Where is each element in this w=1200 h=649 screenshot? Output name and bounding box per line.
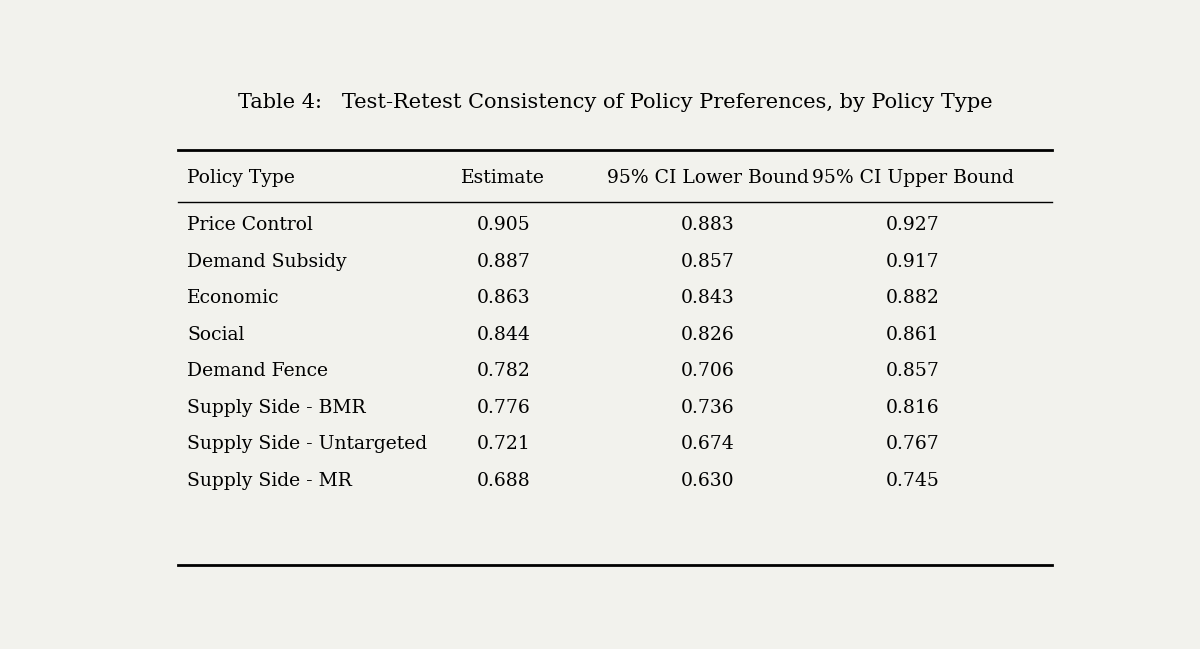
Text: 0.816: 0.816 bbox=[886, 398, 940, 417]
Text: 0.863: 0.863 bbox=[476, 289, 530, 307]
Text: 0.882: 0.882 bbox=[886, 289, 940, 307]
Text: 0.843: 0.843 bbox=[682, 289, 734, 307]
Text: 0.844: 0.844 bbox=[476, 326, 530, 344]
Text: 0.782: 0.782 bbox=[476, 362, 530, 380]
Text: Economic: Economic bbox=[187, 289, 280, 307]
Text: 0.688: 0.688 bbox=[476, 472, 530, 489]
Text: Supply Side - BMR: Supply Side - BMR bbox=[187, 398, 366, 417]
Text: 0.721: 0.721 bbox=[476, 435, 530, 453]
Text: Social: Social bbox=[187, 326, 245, 344]
Text: Supply Side - MR: Supply Side - MR bbox=[187, 472, 352, 489]
Text: 0.776: 0.776 bbox=[476, 398, 530, 417]
Text: 0.745: 0.745 bbox=[886, 472, 940, 489]
Text: 0.917: 0.917 bbox=[886, 252, 940, 271]
Text: Table 4:   Test-Retest Consistency of Policy Preferences, by Policy Type: Table 4: Test-Retest Consistency of Poli… bbox=[238, 93, 992, 112]
Text: 0.857: 0.857 bbox=[886, 362, 940, 380]
Text: 0.861: 0.861 bbox=[886, 326, 940, 344]
Text: 0.736: 0.736 bbox=[682, 398, 734, 417]
Text: Estimate: Estimate bbox=[462, 169, 545, 187]
Text: 0.767: 0.767 bbox=[886, 435, 940, 453]
Text: Supply Side - Untargeted: Supply Side - Untargeted bbox=[187, 435, 427, 453]
Text: 0.857: 0.857 bbox=[682, 252, 734, 271]
Text: 95% CI Upper Bound: 95% CI Upper Bound bbox=[811, 169, 1014, 187]
Text: 0.706: 0.706 bbox=[682, 362, 734, 380]
Text: Policy Type: Policy Type bbox=[187, 169, 295, 187]
Text: 0.883: 0.883 bbox=[682, 216, 734, 234]
Text: Demand Subsidy: Demand Subsidy bbox=[187, 252, 347, 271]
Text: 0.674: 0.674 bbox=[682, 435, 734, 453]
Text: Demand Fence: Demand Fence bbox=[187, 362, 329, 380]
Text: 0.826: 0.826 bbox=[682, 326, 734, 344]
Text: 0.630: 0.630 bbox=[682, 472, 734, 489]
Text: Price Control: Price Control bbox=[187, 216, 313, 234]
Text: 0.927: 0.927 bbox=[886, 216, 940, 234]
Text: 95% CI Lower Bound: 95% CI Lower Bound bbox=[607, 169, 809, 187]
Text: 0.887: 0.887 bbox=[476, 252, 530, 271]
Text: 0.905: 0.905 bbox=[476, 216, 530, 234]
